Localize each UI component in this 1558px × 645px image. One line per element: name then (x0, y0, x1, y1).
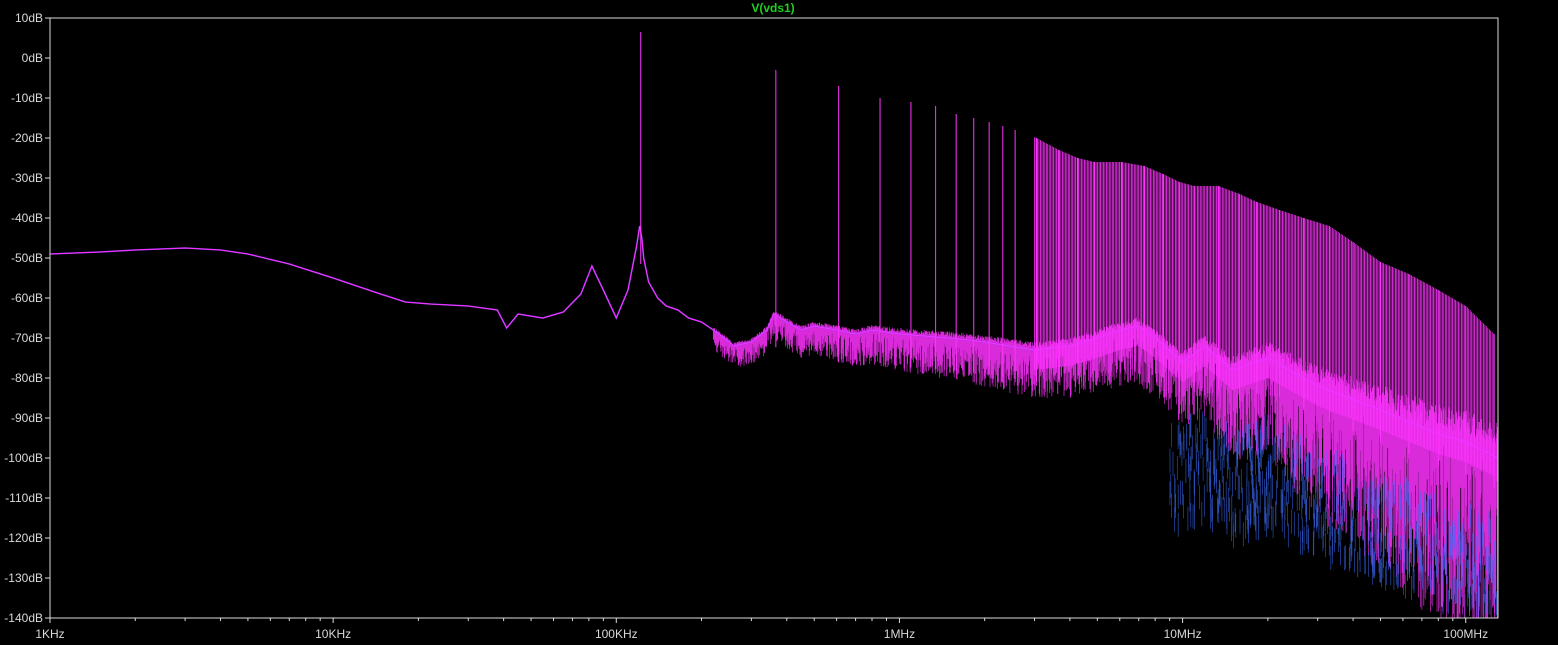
x-tick-label: 10KHz (315, 627, 351, 641)
y-tick-label: -140dB (4, 611, 43, 625)
x-tick-label: 100MHz (1443, 627, 1488, 641)
y-tick-label: -130dB (4, 571, 43, 585)
peak-layer (640, 32, 1495, 489)
x-tick-label: 100KHz (595, 627, 638, 641)
y-tick-label: 0dB (22, 51, 43, 65)
y-axis: 10dB 0dB -10dB -20dB -30dB -40dB -50dB -60dB -70… (4, 11, 50, 625)
y-tick-label: -30dB (11, 171, 43, 185)
plot-frame (49, 17, 1499, 619)
x-axis: 1KHz 10KHz 100KHz 1MHz 10MHz 100MHz (35, 618, 1488, 641)
chart-title: V(vds1) (751, 1, 794, 15)
y-tick-label: -90dB (11, 411, 43, 425)
x-tick-label: 10MHz (1164, 627, 1202, 641)
harmonic-comb (1034, 137, 1495, 476)
y-tick-label: -40dB (11, 211, 43, 225)
y-tick-label: -110dB (5, 491, 43, 505)
noise-floor-blue (1169, 408, 1498, 618)
y-tick-label: -60dB (11, 291, 43, 305)
y-tick-label: -80dB (11, 371, 43, 385)
x-tick-label: 1KHz (35, 627, 64, 641)
y-tick-label: -50dB (11, 251, 43, 265)
y-tick-label: -10dB (11, 91, 43, 105)
y-tick-label: -100dB (4, 451, 43, 465)
y-tick-label: -120dB (4, 531, 43, 545)
x-tick-label: 1MHz (884, 627, 915, 641)
y-tick-label: -20dB (11, 131, 43, 145)
y-tick-label: 10dB (15, 11, 43, 25)
y-tick-label: -70dB (11, 331, 43, 345)
